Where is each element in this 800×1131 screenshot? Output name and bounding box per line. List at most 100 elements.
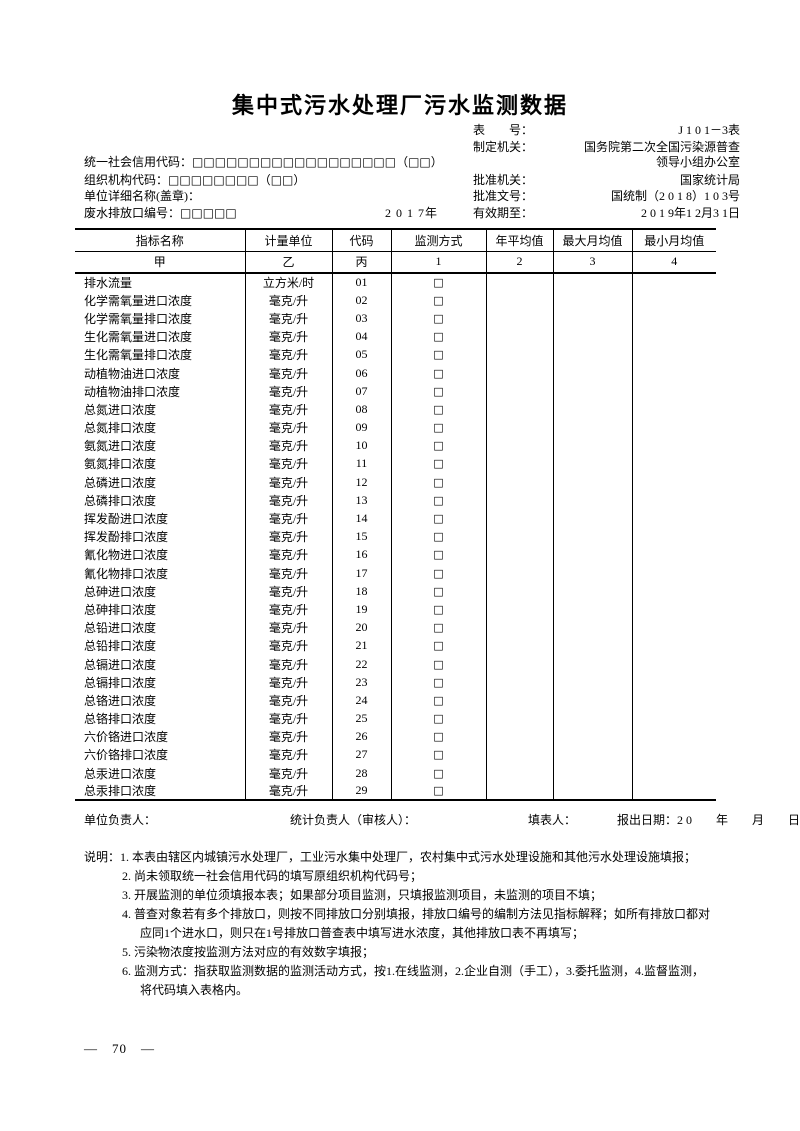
min-monthly-cell bbox=[631, 600, 716, 619]
annual-average-cell bbox=[485, 454, 553, 474]
unit-cell: 毫克/升 bbox=[244, 691, 332, 710]
subheader-2: 2 bbox=[485, 251, 553, 274]
unit-cell: 毫克/升 bbox=[244, 436, 332, 455]
monitoring-method-checkbox[interactable]: □ bbox=[390, 509, 486, 528]
valid-until: 有效期至： 2 0 1 9年1 2月3 1日 bbox=[473, 205, 740, 222]
issuing-agency-label: 制定机关： bbox=[473, 140, 534, 154]
table-row: 动植物油排口浓度 毫克/升 07 □ bbox=[75, 382, 716, 401]
unit-cell: 毫克/升 bbox=[244, 600, 332, 619]
subheader-1: 1 bbox=[390, 251, 486, 274]
max-monthly-cell bbox=[552, 636, 632, 655]
min-monthly-cell bbox=[631, 782, 716, 801]
table-row: 氨氮排口浓度 毫克/升 11 □ bbox=[75, 454, 716, 474]
min-monthly-cell bbox=[631, 564, 716, 583]
unit-cell: 立方米/时 bbox=[244, 273, 332, 292]
annual-average-cell bbox=[485, 382, 553, 401]
monitoring-method-checkbox[interactable]: □ bbox=[390, 527, 486, 546]
monitoring-method-checkbox[interactable]: □ bbox=[390, 691, 486, 710]
monitoring-method-checkbox[interactable]: □ bbox=[390, 454, 486, 474]
max-monthly-cell bbox=[552, 363, 632, 383]
monitoring-method-checkbox[interactable]: □ bbox=[390, 764, 486, 783]
monitoring-method-checkbox[interactable]: □ bbox=[390, 491, 486, 510]
monitoring-method-checkbox[interactable]: □ bbox=[390, 400, 486, 419]
monitoring-method-checkbox[interactable]: □ bbox=[390, 782, 486, 801]
monitoring-method-checkbox[interactable]: □ bbox=[390, 727, 486, 746]
table-row: 动植物油进口浓度 毫克/升 06 □ bbox=[75, 363, 716, 383]
note-text-1: 1. 本表由辖区内城镇污水处理厂，工业污水集中处理厂，农村集中式污水处理设施和其… bbox=[120, 850, 697, 864]
monitoring-method-checkbox[interactable]: □ bbox=[390, 654, 486, 674]
unit-cell: 毫克/升 bbox=[244, 363, 332, 383]
unit-cell: 毫克/升 bbox=[244, 673, 332, 692]
form-filler-label: 填表人： bbox=[528, 813, 577, 827]
org-code-boxes: □□□□□□□□（□□） bbox=[168, 173, 306, 187]
table-row: 总镉排口浓度 毫克/升 23 □ bbox=[75, 673, 716, 692]
unit-cell: 毫克/升 bbox=[244, 636, 332, 655]
form-number-value: J 1 0 1－3表 bbox=[678, 123, 740, 137]
indicator-name-cell: 化学需氧量进口浓度 bbox=[84, 293, 193, 308]
code-cell: 12 bbox=[331, 473, 391, 492]
table-row: 总铬进口浓度 毫克/升 24 □ bbox=[75, 691, 716, 710]
page-title: 集中式污水处理厂污水监测数据 bbox=[231, 93, 568, 118]
max-monthly-cell bbox=[552, 709, 632, 728]
outlet-number-field: 废水排放口编号：□□□□□ bbox=[84, 205, 237, 222]
table-row: 生化需氧量排口浓度 毫克/升 05 □ bbox=[75, 345, 716, 364]
indicator-name-cell: 动植物油排口浓度 bbox=[84, 384, 181, 399]
unit-cell: 毫克/升 bbox=[244, 654, 332, 674]
monitoring-method-checkbox[interactable]: □ bbox=[390, 418, 486, 437]
monitoring-method-checkbox[interactable]: □ bbox=[390, 363, 486, 383]
header-indicator-name: 指标名称 bbox=[75, 229, 245, 252]
indicator-name-cell: 总汞排口浓度 bbox=[84, 784, 157, 799]
monitoring-method-checkbox[interactable]: □ bbox=[390, 673, 486, 692]
code-cell: 18 bbox=[331, 582, 391, 601]
approval-doc-number-value: 国统制（2 0 1 8）1 0 3号 bbox=[610, 189, 740, 203]
code-cell: 25 bbox=[331, 709, 391, 728]
notes-label: 说明： bbox=[84, 850, 121, 864]
annual-average-cell bbox=[485, 618, 553, 637]
table-row: 化学需氧量排口浓度 毫克/升 03 □ bbox=[75, 309, 716, 328]
table-row: 挥发酚进口浓度 毫克/升 14 □ bbox=[75, 509, 716, 528]
max-monthly-cell bbox=[552, 473, 632, 492]
indicator-rows: 排水流量 立方米/时 01 □ 化学需氧量进口浓度 毫克/升 02 □ 化学需氧量排口浓度 毫克/… bbox=[75, 273, 716, 801]
org-code-field: 组织机构代码：□□□□□□□□（□□） bbox=[84, 172, 305, 189]
code-cell: 24 bbox=[331, 691, 391, 710]
min-monthly-cell bbox=[631, 273, 716, 292]
monitoring-method-checkbox[interactable]: □ bbox=[390, 600, 486, 619]
monitoring-method-checkbox[interactable]: □ bbox=[390, 473, 486, 492]
max-monthly-cell bbox=[552, 600, 632, 619]
annual-average-cell bbox=[485, 436, 553, 455]
monitoring-method-checkbox[interactable]: □ bbox=[390, 345, 486, 364]
code-cell: 07 bbox=[331, 382, 391, 401]
valid-until-label: 有效期至： bbox=[473, 206, 534, 220]
annual-average-cell bbox=[485, 782, 553, 801]
monitoring-method-checkbox[interactable]: □ bbox=[390, 564, 486, 583]
monitoring-method-checkbox[interactable]: □ bbox=[390, 436, 486, 455]
min-monthly-cell bbox=[631, 363, 716, 383]
header-unit: 计量单位 bbox=[244, 229, 332, 252]
min-monthly-cell bbox=[631, 473, 716, 492]
monitoring-method-checkbox[interactable]: □ bbox=[390, 636, 486, 655]
signature-row: 单位负责人： 统计负责人（审核人）： 填表人： 报出日期：2 0 年 月 日 bbox=[0, 812, 800, 829]
monitoring-method-checkbox[interactable]: □ bbox=[390, 382, 486, 401]
monitoring-method-checkbox[interactable]: □ bbox=[390, 273, 486, 292]
indicator-name-cell: 氨氮排口浓度 bbox=[84, 457, 157, 472]
indicator-name-cell: 氰化物排口浓度 bbox=[84, 566, 169, 581]
monitoring-method-checkbox[interactable]: □ bbox=[390, 709, 486, 728]
monitoring-method-checkbox[interactable]: □ bbox=[390, 327, 486, 346]
approval-doc-number: 批准文号： 国统制（2 0 1 8）1 0 3号 bbox=[473, 188, 740, 205]
code-cell: 28 bbox=[331, 764, 391, 783]
monitoring-method-checkbox[interactable]: □ bbox=[390, 291, 486, 310]
indicator-name-cell: 总镉进口浓度 bbox=[84, 657, 157, 672]
note-line: 说明：1. 本表由辖区内城镇污水处理厂，工业污水集中处理厂，农村集中式污水处理设… bbox=[84, 848, 752, 867]
monitoring-method-checkbox[interactable]: □ bbox=[390, 745, 486, 765]
annual-average-cell bbox=[485, 509, 553, 528]
monitoring-method-checkbox[interactable]: □ bbox=[390, 545, 486, 564]
min-monthly-cell bbox=[631, 636, 716, 655]
credit-code-field: 统一社会信用代码：□□□□□□□□□□□□□□□□□□（□□） bbox=[84, 154, 443, 171]
monitoring-method-checkbox[interactable]: □ bbox=[390, 309, 486, 328]
monitoring-method-checkbox[interactable]: □ bbox=[390, 582, 486, 601]
annual-average-cell bbox=[485, 400, 553, 419]
unit-cell: 毫克/升 bbox=[244, 545, 332, 564]
indicator-name-cell: 化学需氧量排口浓度 bbox=[84, 311, 193, 326]
monitoring-method-checkbox[interactable]: □ bbox=[390, 618, 486, 637]
max-monthly-cell bbox=[552, 309, 632, 328]
